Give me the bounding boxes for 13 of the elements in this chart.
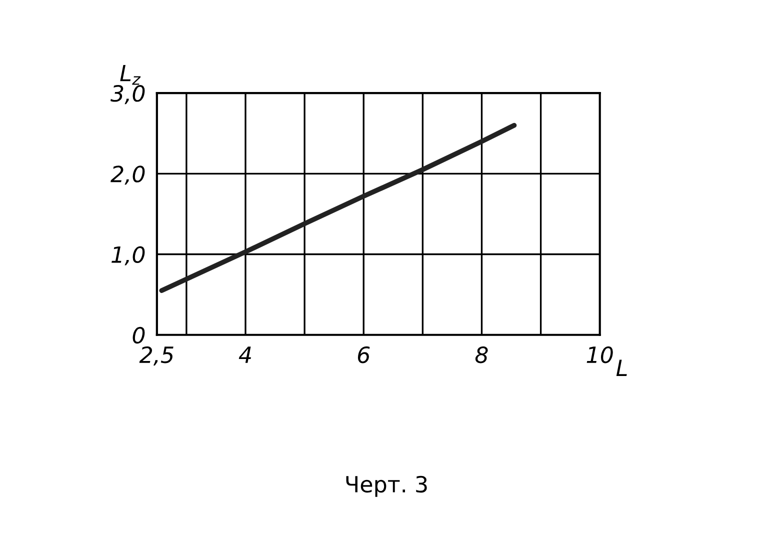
x-tick-label: 8 bbox=[475, 346, 488, 364]
y-tick-label: 1,0 bbox=[112, 246, 145, 266]
x-tick-label: 10 bbox=[586, 346, 613, 364]
line-series bbox=[159, 122, 517, 293]
x-tick-label: 2,5 bbox=[139, 346, 174, 366]
y-tick-label: 2,0 bbox=[110, 166, 145, 185]
y-axis-title: L$_{z}$ bbox=[120, 64, 141, 85]
x-tick-label: 6 bbox=[358, 346, 370, 364]
x-tick-label: 4 bbox=[238, 346, 251, 363]
y-tick-label: 0 bbox=[132, 326, 145, 344]
x-axis-title: L bbox=[616, 360, 627, 376]
y-tick-label: 3,0 bbox=[110, 85, 145, 104]
text: Черт. 3 bbox=[346, 476, 427, 497]
